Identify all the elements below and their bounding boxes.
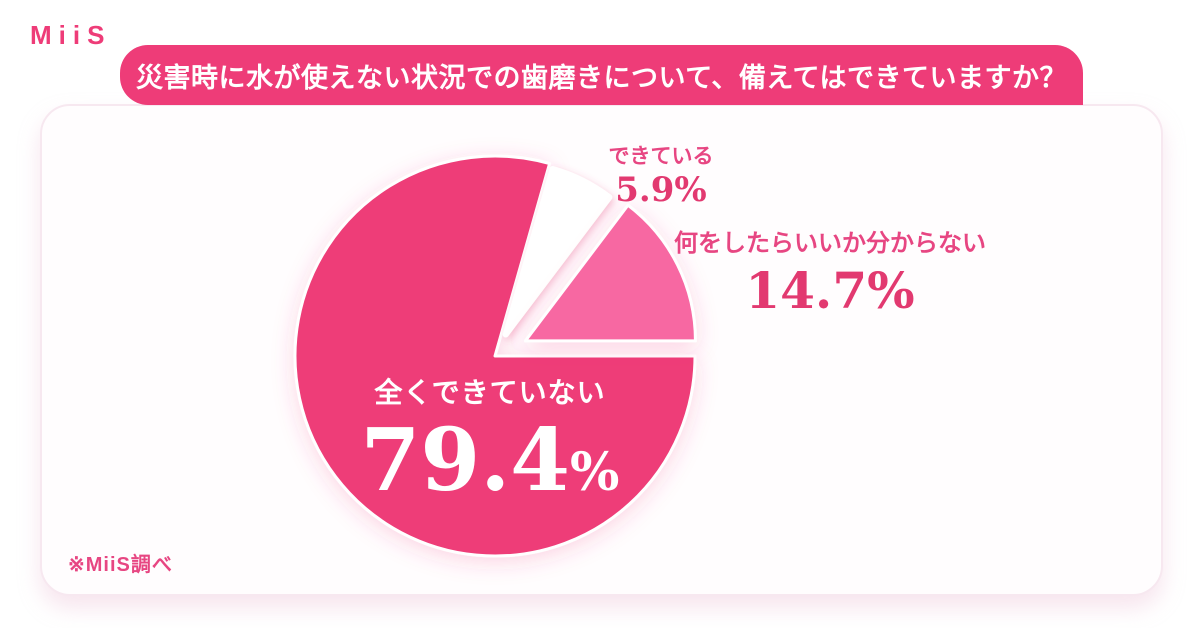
slice-label-dekiteiru: できている 5.9% — [551, 144, 771, 207]
percent-sign: % — [570, 441, 620, 503]
slice-label-mattaku-dekiteinai: 全くできていない 79.4% — [325, 376, 655, 504]
slice-percent: 79.4% — [360, 409, 620, 511]
source-note: ※MiiS調べ — [68, 554, 173, 576]
percent-sign: % — [867, 260, 915, 320]
slice-label-wakaranai: 何をしたらいいか分からない 14.7% — [650, 230, 1010, 316]
survey-question-text: 災害時に水が使えない状況での歯磨きについて、備えてはできていますか？ — [136, 62, 1067, 93]
slice-name: 全くできていない — [374, 377, 606, 408]
slice-percent: 14.7% — [745, 260, 915, 320]
slice-percent: 5.9% — [615, 170, 707, 211]
percent-sign: % — [674, 170, 707, 211]
brand-logo: MiiS — [30, 20, 112, 50]
slice-name: できている — [608, 145, 714, 168]
survey-question-banner: 災害時に水が使えない状況での歯磨きについて、備えてはできていますか？ — [120, 45, 1083, 105]
slice-name: 何をしたらいいか分からない — [674, 230, 986, 257]
